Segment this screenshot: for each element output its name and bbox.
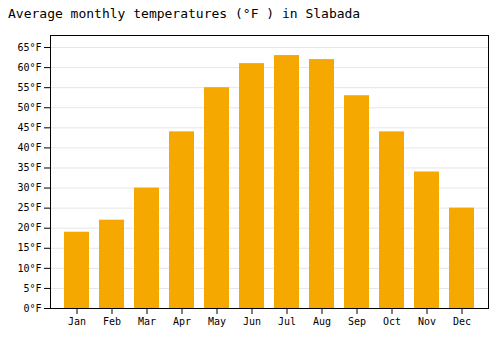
svg-text:May: May <box>208 316 226 327</box>
svg-text:55°F: 55°F <box>17 82 41 93</box>
svg-text:10°F: 10°F <box>17 263 41 274</box>
svg-text:65°F: 65°F <box>17 42 41 53</box>
svg-text:Mar: Mar <box>138 316 156 327</box>
svg-text:15°F: 15°F <box>17 242 41 253</box>
svg-text:60°F: 60°F <box>17 62 41 73</box>
svg-text:5°F: 5°F <box>23 283 41 294</box>
svg-text:35°F: 35°F <box>17 162 41 173</box>
svg-text:Nov: Nov <box>418 316 436 327</box>
svg-text:Oct: Oct <box>383 316 401 327</box>
svg-text:45°F: 45°F <box>17 122 41 133</box>
svg-text:0°F: 0°F <box>23 303 41 314</box>
svg-text:Jul: Jul <box>278 316 296 327</box>
html-text:Average monthly temperatures (: Average monthly temperatures (°F ) in Sl… <box>8 6 361 21</box>
svg-text:20°F: 20°F <box>17 222 41 233</box>
svg-text:Apr: Apr <box>173 316 191 327</box>
svg-text:Dec: Dec <box>453 316 471 327</box>
svg-text:Aug: Aug <box>313 316 331 327</box>
svg-text:40°F: 40°F <box>17 142 41 153</box>
svg-text:Sep: Sep <box>348 316 366 327</box>
svg-text:Jun: Jun <box>243 316 261 327</box>
svg-text:Jan: Jan <box>68 316 86 327</box>
svg-text:50°F: 50°F <box>17 102 41 113</box>
svg-text:25°F: 25°F <box>17 202 41 213</box>
svg-text:Feb: Feb <box>103 316 121 327</box>
svg-text:30°F: 30°F <box>17 182 41 193</box>
